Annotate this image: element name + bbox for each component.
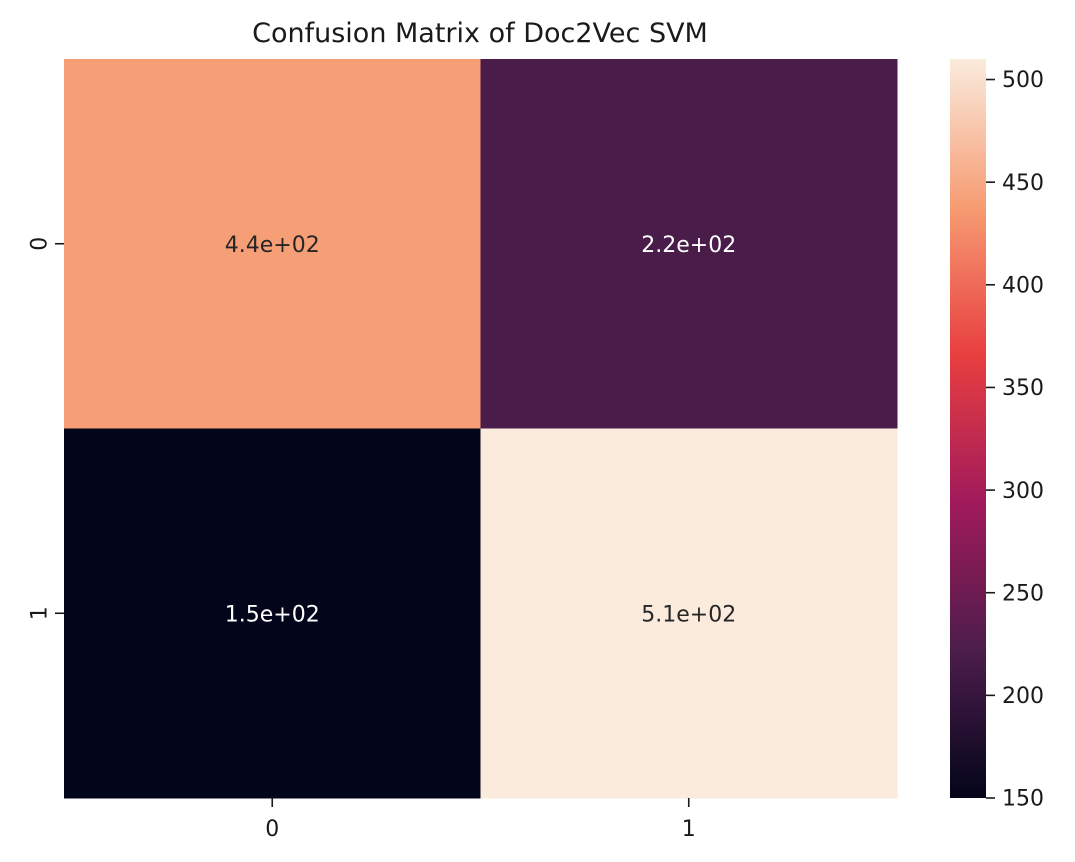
x-tick-label: 0 [265,817,279,842]
colorbar-tick-label: 300 [1002,479,1044,504]
colorbar-tick-label: 200 [1002,684,1044,709]
colorbar-tick-label: 400 [1002,274,1044,299]
colorbar-tick-label: 150 [1002,787,1044,812]
y-tick-label: 1 [28,606,53,620]
colorbar-tick-label: 450 [1002,171,1044,196]
heatmap-cells: 4.4e+02 2.2e+02 1.5e+02 5.1e+02 [64,59,898,799]
cell-annotation-1-1: 5.1e+02 [641,602,736,627]
y-axis: 01 [28,237,64,620]
colorbar: 150 200 250 300 350 400 450 500 [950,59,1044,812]
colorbar-tick-label: 350 [1002,376,1044,401]
y-tick-label: 0 [28,237,53,251]
chart-title: Confusion Matrix of Doc2Vec SVM [252,18,708,49]
cell-annotation-0-0: 4.4e+02 [225,233,320,258]
colorbar-tick-label: 500 [1002,68,1044,93]
heatmap-cell-0-0 [64,59,481,429]
colorbar-tick-label: 250 [1002,581,1044,606]
cell-annotation-0-1: 2.2e+02 [641,233,736,258]
heatmap-cell-0-1 [480,59,898,429]
heatmap-cell-1-0 [64,428,481,799]
cell-annotation-1-0: 1.5e+02 [225,602,320,627]
x-tick-label: 1 [682,817,696,842]
colorbar-gradient [950,59,986,798]
heatmap-cell-1-1 [480,428,898,799]
